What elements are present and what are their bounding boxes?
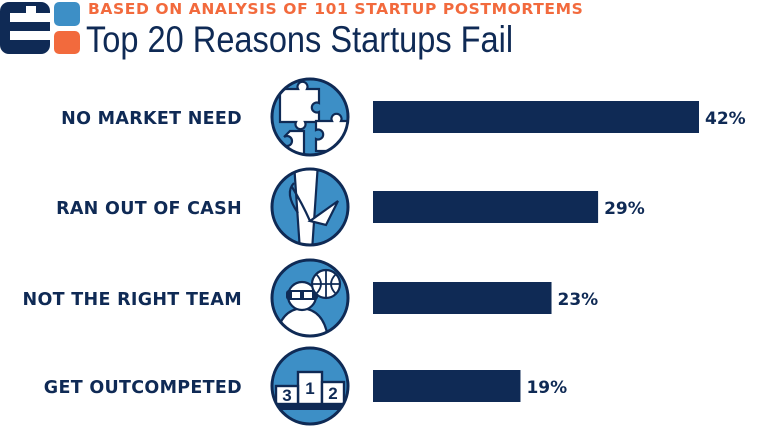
category-label: NO MARKET NEED [61, 109, 242, 129]
category-label: NOT THE RIGHT TEAM [23, 290, 242, 310]
podium-number-label: 1 [305, 379, 314, 398]
podium-icon: 1 2 3 [270, 346, 350, 426]
team-icon [270, 258, 350, 338]
page-title: Top 20 Reasons Startups Fail [86, 19, 514, 60]
category-label: RAN OUT OF CASH [56, 199, 242, 219]
puzzle-icon [270, 77, 350, 157]
bar [373, 191, 599, 223]
subtitle: BASED ON ANALYSIS OF 101 STARTUP POSTMOR… [88, 0, 584, 18]
chart-row: NO MARKET NEED 42% [61, 77, 746, 157]
chart-row: GET OUTCOMPETED 1 2 3 19% [44, 346, 567, 426]
chart-row: NOT THE RIGHT TEAM 23% [23, 258, 599, 338]
value-label: 23% [558, 290, 599, 310]
value-label: 42% [705, 109, 746, 129]
company-logo [0, 2, 80, 54]
value-label: 19% [526, 378, 567, 398]
chart-row: RAN OUT OF CASH 29% [56, 167, 645, 247]
category-label: GET OUTCOMPETED [44, 378, 242, 398]
bar [373, 282, 552, 314]
money-hand-icon [270, 167, 350, 247]
value-label: 29% [604, 199, 645, 219]
bar [373, 101, 699, 133]
bar [373, 370, 521, 402]
podium-number-label: 2 [328, 384, 337, 403]
podium-number-label: 3 [282, 386, 291, 405]
